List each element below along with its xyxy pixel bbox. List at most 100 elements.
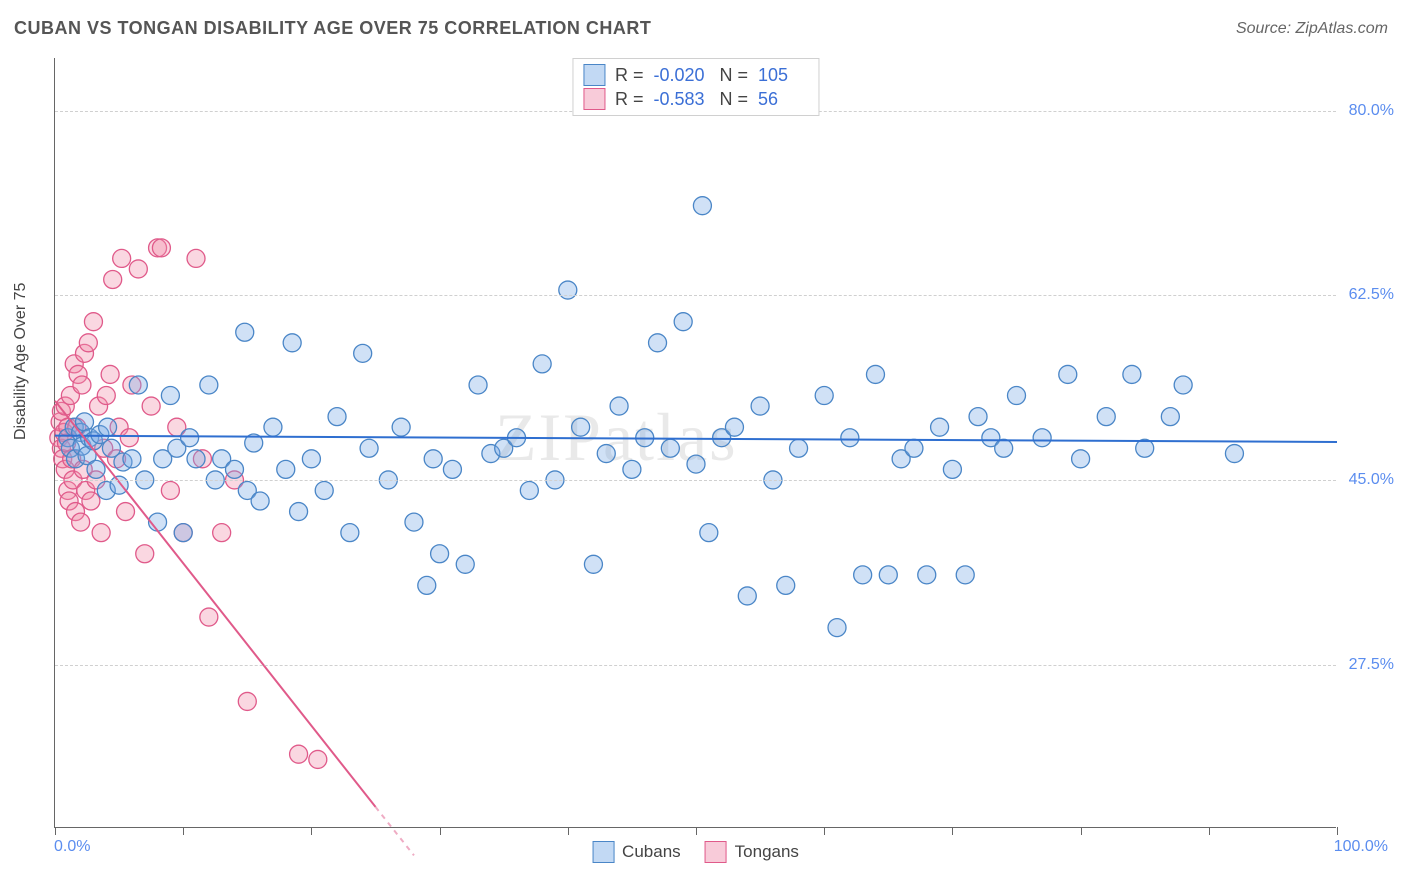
stat-n-value: 56 bbox=[758, 89, 808, 110]
scatter-point bbox=[315, 481, 333, 499]
grid-line bbox=[55, 665, 1336, 666]
legend-stats-box: R = -0.020 N = 105 R = -0.583 N = 56 bbox=[572, 58, 819, 116]
scatter-point bbox=[918, 566, 936, 584]
scatter-point bbox=[117, 503, 135, 521]
legend-bottom: Cubans Tongans bbox=[592, 841, 799, 863]
scatter-point bbox=[79, 334, 97, 352]
scatter-point bbox=[995, 439, 1013, 457]
scatter-point bbox=[725, 418, 743, 436]
x-tick bbox=[824, 827, 825, 835]
legend-item-tongans: Tongans bbox=[705, 841, 799, 863]
scatter-point bbox=[129, 376, 147, 394]
stat-r-value: -0.583 bbox=[653, 89, 704, 110]
scatter-point bbox=[92, 524, 110, 542]
scatter-point bbox=[1225, 445, 1243, 463]
scatter-point bbox=[181, 429, 199, 447]
scatter-point bbox=[174, 524, 192, 542]
x-tick bbox=[696, 827, 697, 835]
scatter-point bbox=[956, 566, 974, 584]
x-tick bbox=[183, 827, 184, 835]
scatter-point bbox=[405, 513, 423, 531]
legend-item-cubans: Cubans bbox=[592, 841, 681, 863]
scatter-point bbox=[187, 249, 205, 267]
scatter-point bbox=[777, 576, 795, 594]
scatter-point bbox=[187, 450, 205, 468]
scatter-point bbox=[341, 524, 359, 542]
y-tick-label: 80.0% bbox=[1344, 102, 1394, 120]
scatter-point bbox=[431, 545, 449, 563]
scatter-point bbox=[674, 313, 692, 331]
y-tick-label: 45.0% bbox=[1344, 471, 1394, 489]
plot-area: ZIPatlas R = -0.020 N = 105 R = -0.583 N… bbox=[54, 58, 1336, 828]
scatter-point bbox=[879, 566, 897, 584]
scatter-point bbox=[200, 608, 218, 626]
scatter-point bbox=[264, 418, 282, 436]
scatter-point bbox=[572, 418, 590, 436]
stat-label: R = bbox=[615, 89, 644, 110]
scatter-point bbox=[200, 376, 218, 394]
grid-line bbox=[55, 480, 1336, 481]
scatter-point bbox=[283, 334, 301, 352]
scatter-point bbox=[424, 450, 442, 468]
scatter-point bbox=[693, 197, 711, 215]
scatter-point bbox=[443, 460, 461, 478]
scatter-point bbox=[72, 513, 90, 531]
y-tick-label: 27.5% bbox=[1344, 656, 1394, 674]
x-tick bbox=[952, 827, 953, 835]
scatter-point bbox=[328, 408, 346, 426]
scatter-point bbox=[969, 408, 987, 426]
scatter-point bbox=[623, 460, 641, 478]
scatter-point bbox=[1059, 365, 1077, 383]
legend-swatch-tongans bbox=[583, 88, 605, 110]
y-tick-label: 62.5% bbox=[1344, 286, 1394, 304]
scatter-point bbox=[533, 355, 551, 373]
trend-line-extension bbox=[376, 807, 414, 856]
scatter-point bbox=[73, 376, 91, 394]
source-credit: Source: ZipAtlas.com bbox=[1236, 20, 1388, 38]
scatter-point bbox=[790, 439, 808, 457]
scatter-point bbox=[1097, 408, 1115, 426]
scatter-point bbox=[161, 387, 179, 405]
scatter-point bbox=[520, 481, 538, 499]
scatter-point bbox=[129, 260, 147, 278]
scatter-point bbox=[290, 503, 308, 521]
scatter-point bbox=[687, 455, 705, 473]
scatter-point bbox=[469, 376, 487, 394]
legend-swatch-tongans bbox=[705, 841, 727, 863]
x-tick bbox=[1209, 827, 1210, 835]
scatter-point bbox=[815, 387, 833, 405]
scatter-chart-svg bbox=[55, 58, 1336, 827]
x-tick bbox=[568, 827, 569, 835]
stat-n-value: 105 bbox=[758, 65, 808, 86]
scatter-point bbox=[943, 460, 961, 478]
scatter-point bbox=[302, 450, 320, 468]
scatter-point bbox=[392, 418, 410, 436]
scatter-point bbox=[152, 239, 170, 257]
scatter-point bbox=[277, 460, 295, 478]
scatter-point bbox=[1123, 365, 1141, 383]
scatter-point bbox=[418, 576, 436, 594]
stat-label: N = bbox=[715, 89, 749, 110]
scatter-point bbox=[584, 555, 602, 573]
stat-label: N = bbox=[715, 65, 749, 86]
legend-stats-row: R = -0.583 N = 56 bbox=[583, 87, 808, 111]
legend-label: Cubans bbox=[622, 842, 681, 862]
scatter-point bbox=[84, 313, 102, 331]
stat-label: R = bbox=[615, 65, 644, 86]
x-tick bbox=[55, 827, 56, 835]
scatter-point bbox=[649, 334, 667, 352]
scatter-point bbox=[559, 281, 577, 299]
stat-r-value: -0.020 bbox=[653, 65, 704, 86]
scatter-point bbox=[136, 545, 154, 563]
scatter-point bbox=[225, 460, 243, 478]
x-tick bbox=[1081, 827, 1082, 835]
scatter-point bbox=[751, 397, 769, 415]
scatter-point bbox=[661, 439, 679, 457]
x-tick bbox=[440, 827, 441, 835]
legend-swatch-cubans bbox=[592, 841, 614, 863]
scatter-point bbox=[360, 439, 378, 457]
scatter-point bbox=[738, 587, 756, 605]
scatter-point bbox=[931, 418, 949, 436]
x-tick bbox=[311, 827, 312, 835]
scatter-point bbox=[82, 492, 100, 510]
